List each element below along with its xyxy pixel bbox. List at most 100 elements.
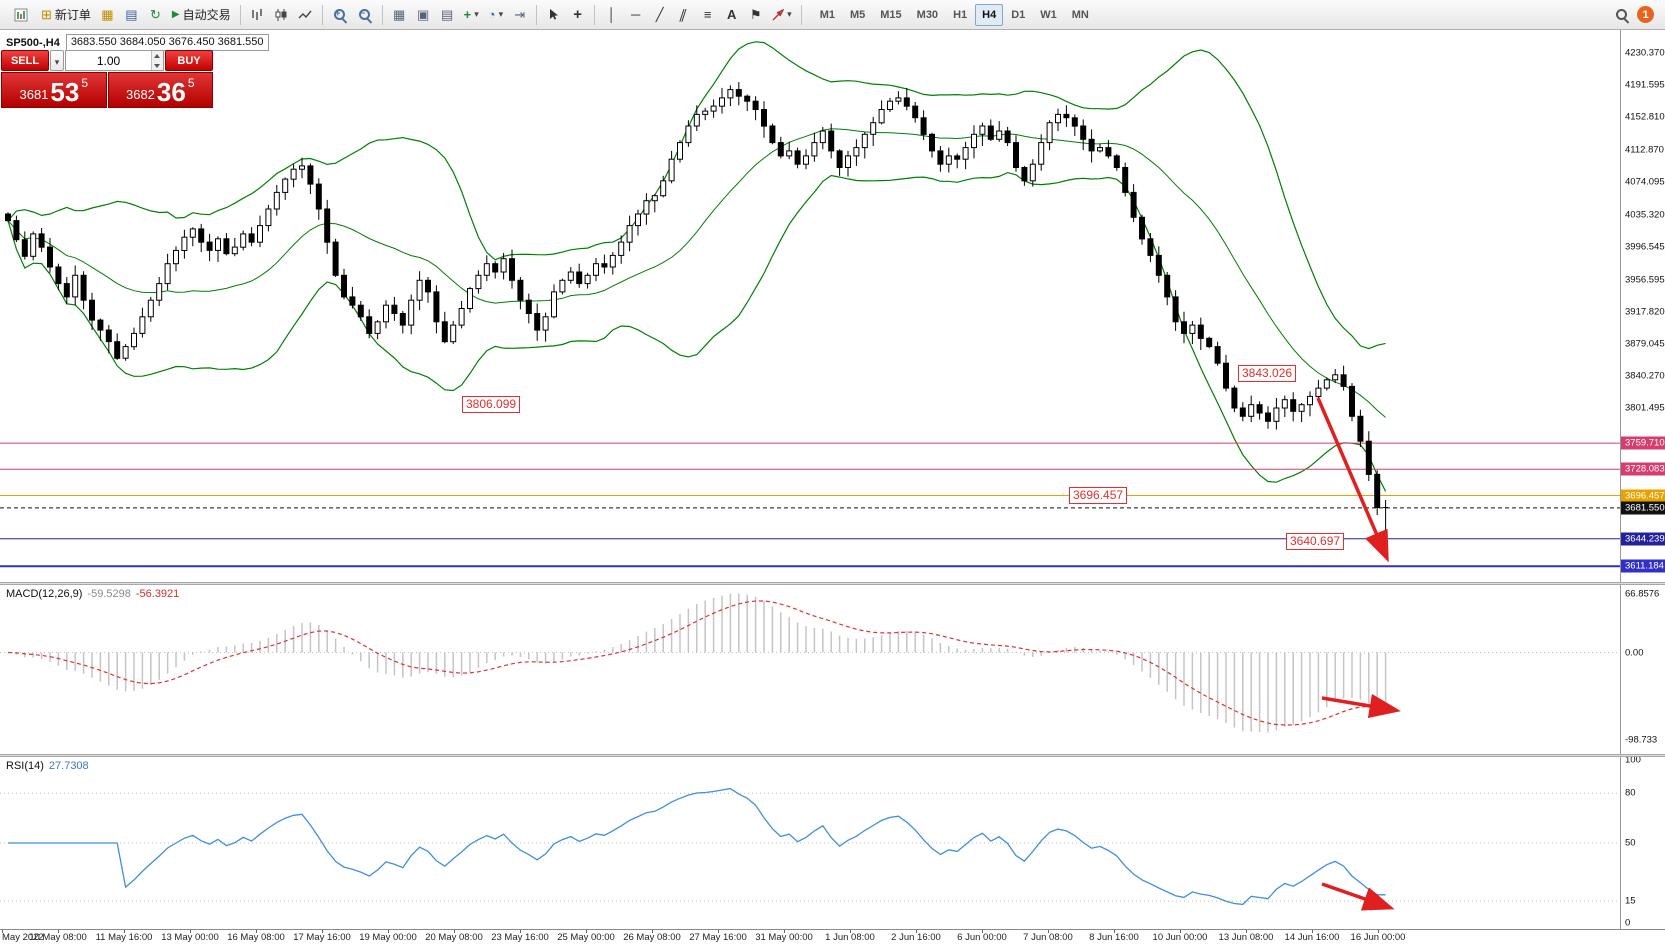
rsi-indicator-label: RSI(14) 27.7308 bbox=[6, 760, 89, 772]
buy-price-display[interactable]: 3682 36 5 bbox=[107, 72, 213, 108]
auto-trading-button[interactable]: ▶ 自动交易 bbox=[168, 3, 235, 27]
panel-splitter[interactable] bbox=[0, 754, 1665, 757]
tile-windows-button[interactable]: ▦ bbox=[388, 3, 411, 27]
arrange-windows-button[interactable]: ▤ bbox=[436, 3, 459, 27]
trendline-icon: ╱ bbox=[655, 7, 664, 22]
timeframe-h1-button[interactable]: H1 bbox=[946, 4, 974, 26]
timeframe-m15-button[interactable]: M15 bbox=[873, 4, 908, 26]
price-axis-label: 4230.370 bbox=[1625, 47, 1665, 59]
rsi-axis-label: 50 bbox=[1625, 837, 1636, 849]
zoom-in-icon bbox=[332, 7, 348, 23]
sell-price-display[interactable]: 3681 53 5 bbox=[1, 72, 107, 108]
arrange-windows-icon: ▤ bbox=[440, 7, 454, 22]
time-axis-tick bbox=[784, 930, 785, 933]
time-axis-tick bbox=[1114, 930, 1115, 933]
time-axis-tick bbox=[1246, 930, 1247, 933]
zoom-out-button[interactable] bbox=[353, 3, 377, 27]
order-options-dropdown[interactable]: ▾ bbox=[50, 50, 64, 71]
fibonacci-tool-button[interactable]: ≡ bbox=[696, 3, 719, 27]
time-axis-tick bbox=[1378, 930, 1379, 933]
horizontal-line-tool-button[interactable]: ─ bbox=[624, 3, 647, 27]
timeframe-mn-button[interactable]: MN bbox=[1065, 4, 1096, 26]
bar-chart-button[interactable] bbox=[246, 3, 269, 27]
vertical-line-tool-button[interactable]: │ bbox=[600, 3, 623, 27]
chart-shift-icon: ⇥ bbox=[514, 7, 526, 22]
price-axis-label: 3840.270 bbox=[1625, 370, 1665, 382]
market-watch-icon: ▦ bbox=[101, 7, 114, 22]
time-axis-label: 13 Jun 08:00 bbox=[1218, 932, 1274, 943]
time-axis-tick bbox=[1312, 930, 1313, 933]
candlestick-chart-button[interactable] bbox=[270, 3, 293, 27]
rsi-axis-label: 80 bbox=[1625, 787, 1636, 799]
shapes-dropdown-button[interactable]: ▾ bbox=[768, 3, 796, 27]
chart-shift-button[interactable]: ⇥ bbox=[508, 3, 531, 27]
price-axis-label: 4035.320 bbox=[1625, 209, 1665, 220]
cascade-windows-icon: ▣ bbox=[416, 7, 430, 22]
market-watch-button[interactable]: ▦ bbox=[96, 3, 119, 27]
sell-price-prefix: 3681 bbox=[19, 87, 49, 102]
sell-button[interactable]: SELL bbox=[1, 50, 49, 71]
time-axis-label: 25 May 00:00 bbox=[557, 932, 615, 943]
volume-input[interactable] bbox=[66, 51, 151, 70]
data-window-button[interactable]: ▤ bbox=[120, 3, 143, 27]
vertical-line-icon: │ bbox=[607, 7, 616, 22]
cascade-windows-button[interactable]: ▣ bbox=[412, 3, 435, 27]
navigator-button[interactable]: ↻ bbox=[144, 3, 167, 27]
time-axis-tick bbox=[388, 930, 389, 933]
line-chart-button[interactable] bbox=[294, 3, 317, 27]
horizontal-line-icon: ─ bbox=[631, 7, 641, 22]
time-axis-tick bbox=[1048, 930, 1049, 933]
timeframe-d1-button[interactable]: D1 bbox=[1004, 4, 1032, 26]
buy-button[interactable]: BUY bbox=[165, 50, 213, 71]
price-axis-label: 3801.495 bbox=[1625, 402, 1665, 414]
new-order-button[interactable]: ⊞ 新订单 bbox=[37, 3, 95, 27]
price-label-annotation[interactable]: 3843.026 bbox=[1238, 365, 1297, 382]
timeframe-h4-button[interactable]: H4 bbox=[975, 3, 1004, 26]
time-axis-label: 13 May 00:00 bbox=[161, 932, 219, 943]
macd-axis-label: 66.8576 bbox=[1625, 588, 1660, 600]
volume-down-button[interactable] bbox=[152, 60, 163, 70]
timeframe-m1-button[interactable]: M1 bbox=[813, 4, 842, 26]
chart-header: SP500-,H4 3683.550 3684.050 3676.450 368… bbox=[6, 34, 269, 51]
add-indicator-button[interactable]: + ▾ bbox=[460, 3, 483, 27]
timeframe-m5-button[interactable]: M5 bbox=[843, 4, 872, 26]
chart-area: SP500-,H4 3683.550 3684.050 3676.450 368… bbox=[0, 30, 1665, 945]
time-axis-tick bbox=[2, 930, 3, 933]
sell-price-sup: 5 bbox=[81, 76, 89, 90]
crosshair-button[interactable]: + bbox=[566, 3, 589, 27]
text-tool-button[interactable]: A bbox=[720, 3, 743, 27]
timeframe-m30-button[interactable]: M30 bbox=[910, 4, 945, 26]
data-window-icon: ▤ bbox=[125, 7, 138, 22]
time-axis-tick bbox=[454, 930, 455, 933]
price-axis[interactable]: 4230.370 4191.595 4152.810 4112.870 4074.095… bbox=[1620, 30, 1665, 929]
time-axis-label: 27 May 16:00 bbox=[689, 932, 747, 943]
price-label-annotation[interactable]: 3806.099 bbox=[462, 395, 521, 413]
price-label-annotation[interactable]: 3640.697 bbox=[1286, 532, 1345, 550]
price-label-annotation[interactable]: 3696.457 bbox=[1069, 486, 1128, 504]
time-axis-tick bbox=[58, 930, 59, 933]
label-tool-button[interactable]: ⚑ bbox=[744, 3, 767, 27]
order-price-row: 3681 53 5 3682 36 5 bbox=[1, 72, 213, 108]
price-axis-label: 3956.595 bbox=[1625, 274, 1665, 286]
timeframe-w1-button[interactable]: W1 bbox=[1033, 4, 1064, 26]
search-button[interactable] bbox=[1610, 3, 1634, 27]
rsi-axis-label: 0 bbox=[1625, 917, 1631, 929]
price-chart-canvas[interactable] bbox=[0, 30, 1665, 945]
time-axis[interactable]: May 2022 10 May 08:00 11 May 16:00 13 May 0… bbox=[0, 929, 1665, 945]
price-axis-label: 4152.810 bbox=[1625, 111, 1665, 123]
toolbar-separator bbox=[321, 4, 323, 25]
period-button[interactable]: ◔ ▾ bbox=[484, 3, 507, 27]
volume-up-button[interactable] bbox=[152, 51, 163, 61]
time-axis-label: May 2022 bbox=[2, 932, 44, 943]
cursor-button[interactable] bbox=[542, 3, 565, 27]
chevron-down-icon: ▾ bbox=[474, 9, 479, 19]
time-axis-label: 10 May 08:00 bbox=[29, 932, 87, 943]
panel-splitter[interactable] bbox=[0, 582, 1665, 585]
notification-badge[interactable]: 1 bbox=[1637, 6, 1654, 23]
toolbar-separator bbox=[239, 4, 241, 25]
clock-icon: ◔ bbox=[487, 7, 496, 22]
trendline-tool-button[interactable]: ╱ bbox=[648, 3, 671, 27]
toolbar-separator bbox=[594, 4, 596, 25]
channel-tool-button[interactable]: ∥ bbox=[672, 3, 695, 27]
zoom-in-button[interactable] bbox=[328, 3, 352, 27]
